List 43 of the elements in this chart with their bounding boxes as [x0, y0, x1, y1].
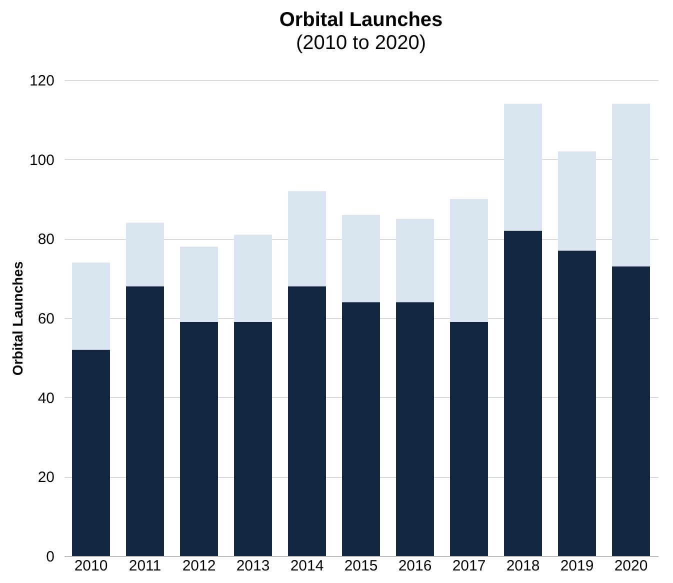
y-tick-label: 120: [29, 72, 54, 90]
x-tick-label: 2013: [236, 558, 270, 574]
bar: [288, 191, 326, 286]
bar: [342, 302, 380, 556]
bar: [558, 151, 596, 251]
bar: [504, 104, 542, 231]
x-tick-label: 2018: [506, 558, 540, 574]
bar: [342, 214, 380, 302]
x-tick-label: 2017: [452, 558, 486, 574]
bar: [396, 218, 434, 302]
x-tick-label: 2016: [398, 558, 432, 574]
bar: [234, 234, 272, 322]
bar: [72, 350, 110, 556]
bar: [396, 302, 434, 556]
x-tick-label: 2014: [290, 558, 324, 574]
x-tick-label: 2020: [614, 558, 648, 574]
bar: [180, 246, 218, 322]
bar: [180, 322, 218, 556]
bar: [126, 286, 164, 556]
x-tick-label: 2010: [74, 558, 108, 574]
x-tick-label: 2012: [182, 558, 216, 574]
chart-title: Orbital Launches: [279, 9, 443, 31]
y-tick-label: 60: [38, 310, 54, 328]
bar: [450, 199, 488, 322]
y-axis-title: Orbital Launches: [9, 261, 26, 376]
x-tick-label: 2011: [128, 558, 162, 574]
y-tick-label: 20: [38, 469, 54, 486]
y-tick-label: 100: [29, 152, 54, 169]
bar: [612, 104, 650, 266]
bar: [288, 286, 326, 556]
bar: [126, 222, 164, 286]
chart-subtitle: (2010 to 2020): [296, 32, 426, 54]
bar: [72, 262, 110, 350]
bar: [234, 322, 272, 556]
y-tick-label: 0: [46, 548, 54, 566]
y-tick-label: 40: [38, 390, 54, 407]
bar: [558, 250, 596, 556]
bar: [504, 230, 542, 556]
x-tick-label: 2015: [344, 558, 378, 574]
x-tick-label: 2019: [560, 558, 594, 574]
y-tick-label: 80: [38, 231, 54, 248]
bar: [612, 266, 650, 556]
bar: [450, 322, 488, 556]
